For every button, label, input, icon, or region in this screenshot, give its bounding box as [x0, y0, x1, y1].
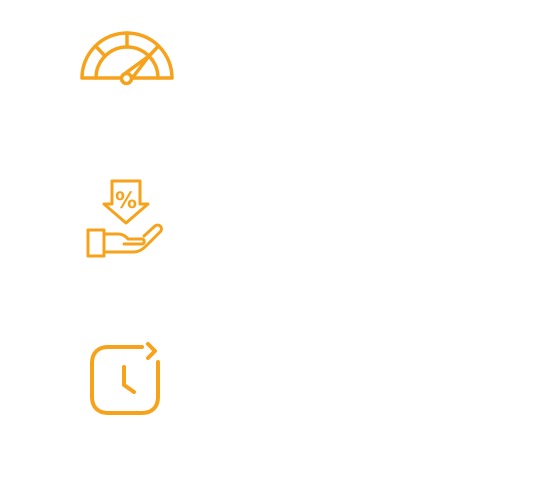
speedometer-icon	[78, 30, 176, 88]
percent-discount-hand-icon: %	[84, 178, 168, 260]
percent-symbol: %	[115, 189, 137, 214]
clock-refresh-icon	[86, 340, 164, 418]
